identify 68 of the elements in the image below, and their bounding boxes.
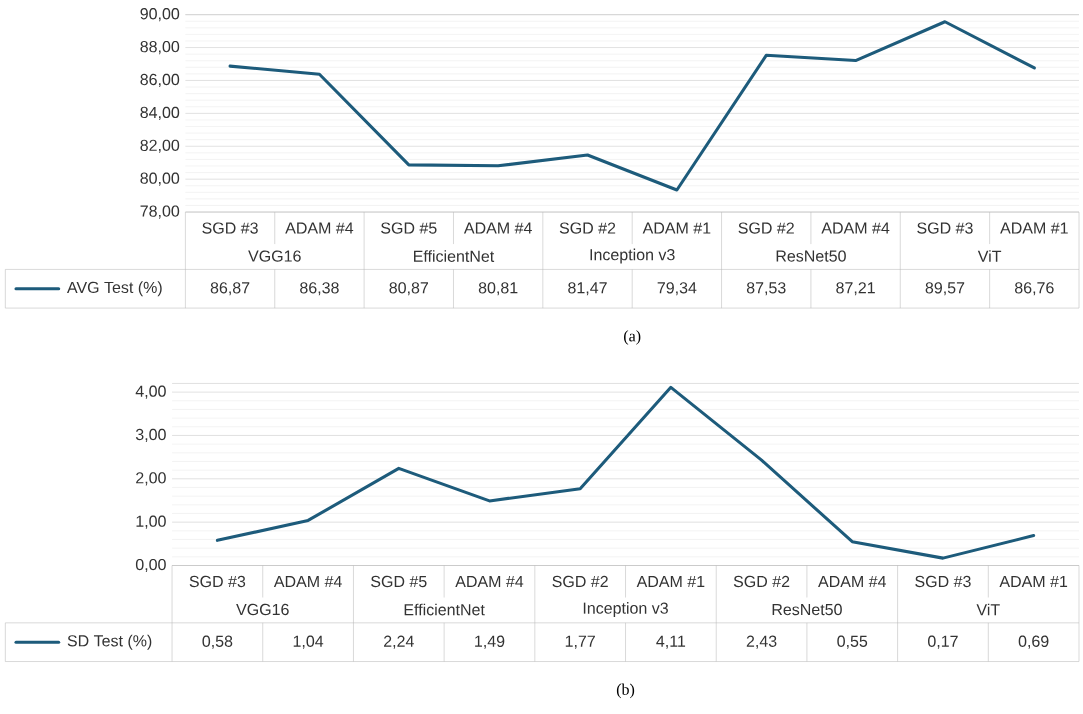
x-tick-label: SGD #2 [733, 576, 790, 588]
y-tick-label: 0,00 [135, 559, 166, 573]
text: Inception v3 [590, 248, 675, 264]
x-tick-label: SGD #2 [559, 222, 616, 234]
x-tick-label: SGD #3 [202, 222, 258, 234]
text: (a) [624, 330, 641, 345]
x-tick-label: ADAM #1 [642, 222, 711, 234]
data-label: 0,55 [837, 635, 868, 650]
y-tick-label: 1,00 [136, 515, 166, 529]
y-tick-label: 88,00 [140, 41, 180, 55]
text: Inception v3 [583, 602, 668, 618]
data-label: 86,38 [300, 282, 339, 296]
data-label: 80,81 [478, 282, 518, 296]
x-tick-label: ADAM #4 [821, 222, 890, 234]
x-tick-label: ADAM #4 [455, 576, 524, 588]
text: VGG16 [236, 604, 289, 616]
x-tick-label: ADAM #1 [1000, 222, 1068, 234]
text: ViT [977, 250, 1002, 263]
x-tick-label: SGD #5 [371, 576, 427, 588]
text: EfficientNet [414, 250, 495, 263]
data-label: 86,87 [210, 282, 250, 296]
x-tick-label: SGD #3 [189, 576, 246, 588]
data-label: 0,69 [1018, 635, 1049, 650]
text: ViT [976, 603, 1000, 616]
x-tick-label: ADAM #4 [285, 222, 354, 234]
x-tick-label: ADAM #1 [636, 576, 705, 588]
data-label: 79,34 [657, 282, 697, 296]
y-tick-label: 86,00 [140, 74, 180, 88]
x-tick-label: SGD #2 [552, 576, 608, 588]
text: ResNet50 [772, 604, 842, 616]
data-label: 0,58 [202, 635, 233, 650]
x-tick-label: SGD #3 [915, 576, 971, 588]
text: EfficientNet [404, 603, 485, 616]
data-label: 2,43 [746, 635, 777, 650]
line-series [215, 386, 1036, 560]
data-label: 87,53 [746, 282, 786, 296]
data-label: 1,49 [475, 635, 505, 650]
data-label: 4,11 [656, 635, 686, 649]
data-label: 1,04 [293, 635, 324, 650]
text: VGG16 [248, 250, 301, 262]
y-tick-label: 84,00 [140, 106, 180, 121]
x-tick-label: ADAM #4 [818, 576, 887, 588]
x-tick-label: SGD #2 [738, 222, 794, 234]
y-tick-label: 3,00 [135, 429, 166, 443]
data-label: 89,57 [925, 282, 965, 296]
data-label: 1,77 [565, 635, 595, 649]
text: ResNet50 [776, 250, 846, 262]
x-tick-label: SGD #5 [381, 222, 437, 234]
y-tick-label: 80,00 [140, 172, 180, 186]
y-tick-label: 4,00 [135, 385, 166, 399]
text: (b) [616, 683, 635, 699]
data-label: 80,87 [389, 282, 429, 296]
x-tick-label: ADAM #1 [999, 576, 1068, 588]
legend-label: SD Test (%) [67, 634, 152, 650]
line-series [228, 20, 1036, 192]
y-tick-label: 90,00 [140, 8, 180, 22]
data-label: 0,17 [928, 635, 958, 650]
data-label: 86,76 [1014, 282, 1054, 296]
data-label: 2,24 [384, 635, 414, 650]
y-tick-label: 2,00 [136, 472, 166, 486]
y-tick-label: 82,00 [140, 139, 180, 154]
legend-label: AVG Test (%) [66, 281, 162, 297]
x-tick-label: ADAM #4 [273, 576, 342, 588]
y-tick-label: 78,00 [140, 205, 180, 219]
x-tick-label: ADAM #4 [463, 222, 532, 234]
data-label: 81,47 [568, 282, 607, 296]
data-label: 87,21 [836, 282, 875, 296]
x-tick-label: SGD #3 [917, 222, 973, 234]
